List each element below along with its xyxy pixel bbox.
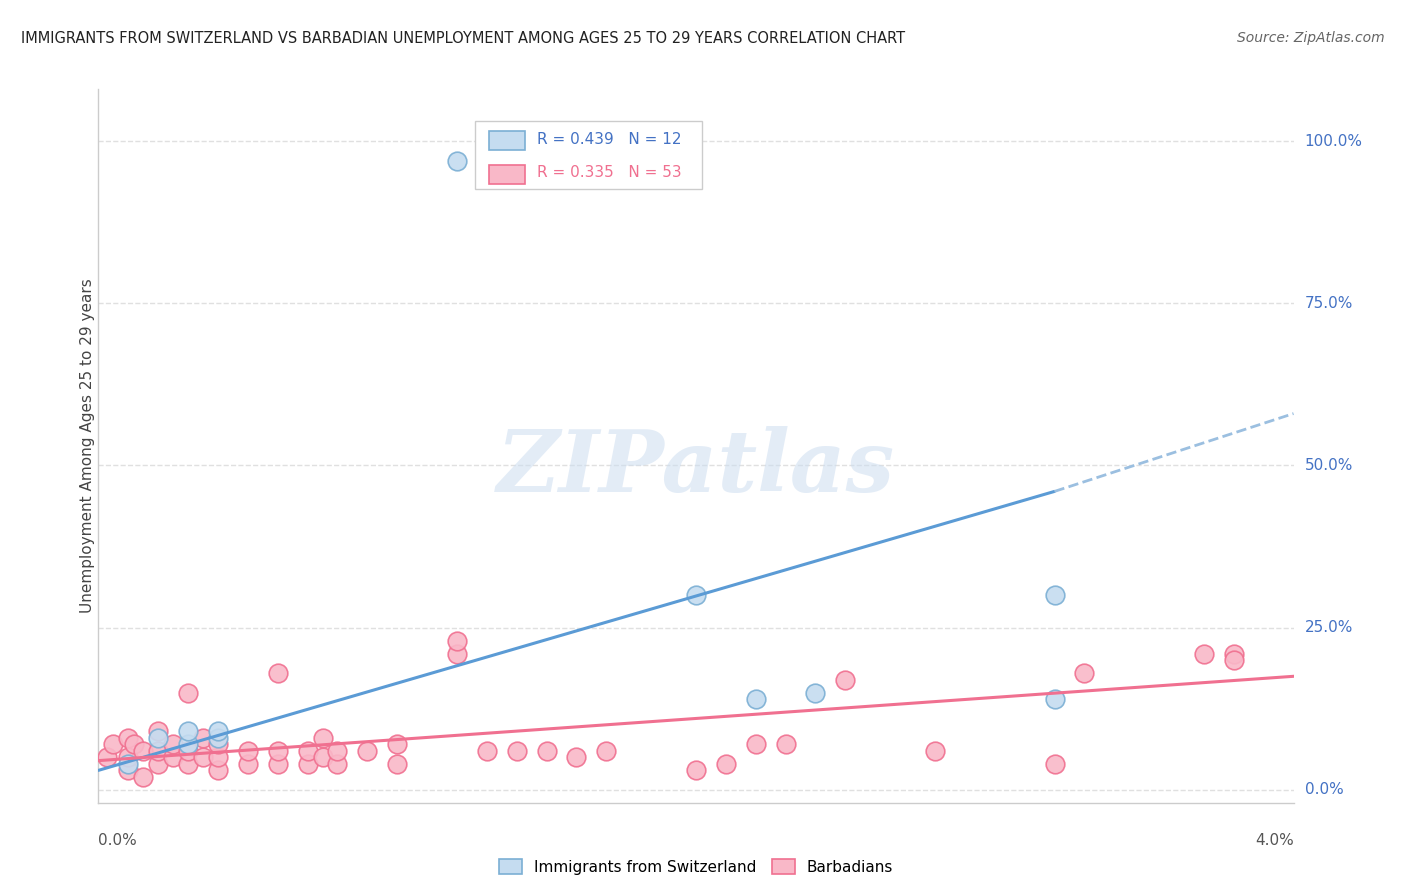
Point — [924, 744, 946, 758]
Point — [177, 685, 200, 699]
Point — [595, 744, 617, 758]
Point — [385, 756, 409, 771]
Point — [177, 756, 200, 771]
Point — [148, 756, 170, 771]
Text: R = 0.439   N = 12: R = 0.439 N = 12 — [537, 132, 682, 147]
Point — [177, 738, 200, 752]
Point — [446, 647, 468, 661]
Point — [124, 738, 146, 752]
Point — [446, 153, 468, 168]
Point — [685, 588, 707, 602]
Point — [162, 750, 184, 764]
FancyBboxPatch shape — [489, 131, 524, 150]
Point — [311, 750, 333, 764]
Point — [207, 764, 229, 778]
Point — [177, 724, 200, 739]
Point — [207, 731, 229, 745]
Text: Source: ZipAtlas.com: Source: ZipAtlas.com — [1237, 31, 1385, 45]
Y-axis label: Unemployment Among Ages 25 to 29 years: Unemployment Among Ages 25 to 29 years — [80, 278, 94, 614]
Point — [297, 756, 319, 771]
Text: 75.0%: 75.0% — [1305, 296, 1353, 310]
Point — [132, 744, 155, 758]
Point — [745, 738, 768, 752]
Point — [103, 738, 125, 752]
Legend: Immigrants from Switzerland, Barbadians: Immigrants from Switzerland, Barbadians — [492, 853, 900, 880]
FancyBboxPatch shape — [489, 165, 524, 184]
Point — [714, 756, 737, 771]
Point — [356, 744, 378, 758]
Point — [685, 764, 707, 778]
Point — [267, 744, 290, 758]
Point — [506, 744, 529, 758]
Point — [565, 750, 588, 764]
Point — [775, 738, 797, 752]
Point — [804, 685, 827, 699]
Point — [236, 744, 259, 758]
Point — [236, 756, 259, 771]
Point — [207, 750, 229, 764]
Point — [117, 731, 139, 745]
Point — [132, 770, 155, 784]
Point — [207, 724, 229, 739]
Point — [446, 633, 468, 648]
Point — [1043, 756, 1066, 771]
Point — [475, 744, 498, 758]
Point — [1073, 666, 1095, 681]
Point — [267, 666, 290, 681]
Point — [117, 750, 139, 764]
Point — [1192, 647, 1215, 661]
Point — [148, 744, 170, 758]
Point — [297, 744, 319, 758]
Point — [191, 731, 214, 745]
Point — [148, 724, 170, 739]
Point — [177, 744, 200, 758]
Text: 4.0%: 4.0% — [1254, 833, 1294, 848]
Text: 25.0%: 25.0% — [1305, 620, 1353, 635]
Point — [1043, 588, 1066, 602]
Point — [311, 731, 333, 745]
Point — [267, 756, 290, 771]
Text: R = 0.335   N = 53: R = 0.335 N = 53 — [537, 165, 682, 179]
Point — [191, 750, 214, 764]
Point — [834, 673, 856, 687]
Point — [117, 756, 139, 771]
Text: ZIPatlas: ZIPatlas — [496, 425, 896, 509]
Text: 0.0%: 0.0% — [1305, 782, 1343, 797]
Text: 0.0%: 0.0% — [98, 833, 138, 848]
Text: 50.0%: 50.0% — [1305, 458, 1353, 473]
Point — [117, 764, 139, 778]
Point — [1223, 653, 1246, 667]
Point — [385, 738, 409, 752]
Point — [162, 738, 184, 752]
Text: 100.0%: 100.0% — [1305, 134, 1362, 149]
Point — [326, 744, 349, 758]
Point — [326, 756, 349, 771]
Point — [536, 744, 558, 758]
FancyBboxPatch shape — [475, 121, 702, 189]
Point — [1223, 647, 1246, 661]
Text: IMMIGRANTS FROM SWITZERLAND VS BARBADIAN UNEMPLOYMENT AMONG AGES 25 TO 29 YEARS : IMMIGRANTS FROM SWITZERLAND VS BARBADIAN… — [21, 31, 905, 46]
Point — [745, 692, 768, 706]
Point — [207, 738, 229, 752]
Point — [1043, 692, 1066, 706]
Point — [96, 750, 118, 764]
Point — [148, 731, 170, 745]
